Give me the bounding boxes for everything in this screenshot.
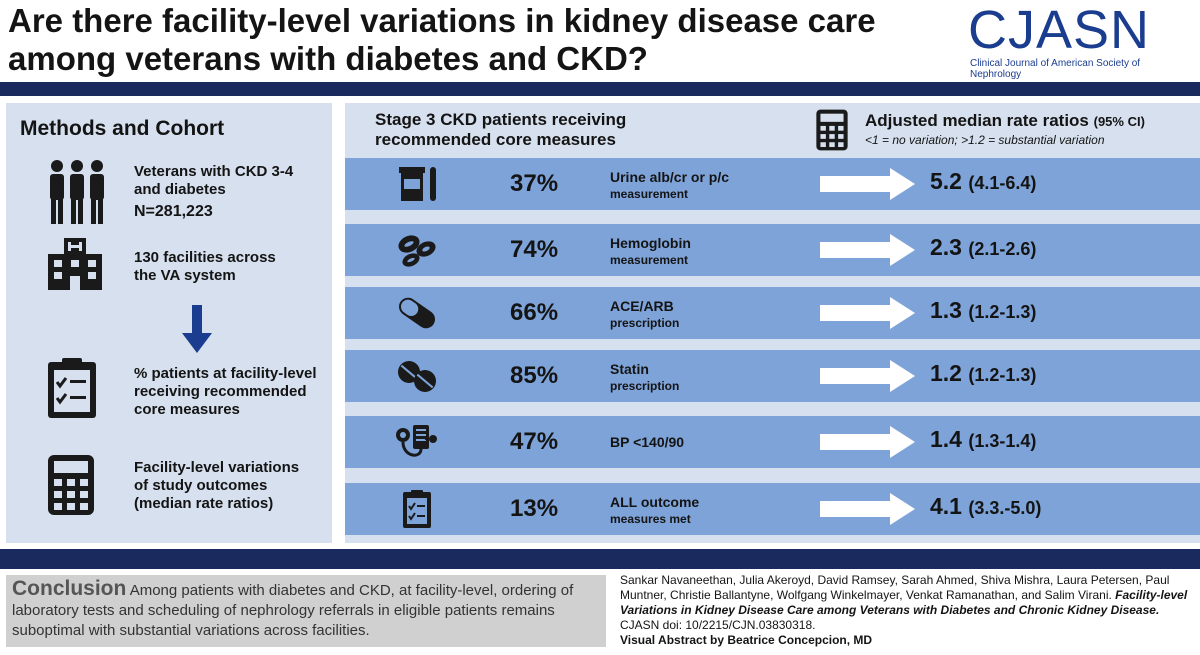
cjasn-logo: CJASN Clinical Journal of American Socie…	[968, 2, 1193, 80]
header: Are there facility-level variations in k…	[0, 0, 1200, 82]
result-row-urine: 37% Urine alb/cr or p/c measurement 5.2 …	[345, 158, 1200, 210]
measure-label: Hemoglobin measurement	[610, 235, 691, 267]
calculator-icon	[816, 109, 848, 151]
measure-label: ACE/ARB prescription	[610, 298, 680, 330]
rate-ratio: 1.3 (1.2-1.3)	[930, 297, 1037, 323]
methods-item-veterans: Veterans with CKD 3-4 and diabetes N=281…	[134, 163, 294, 220]
pills-icon	[398, 361, 436, 392]
methods-item-core-measures: % patients at facility-level receiving r…	[134, 365, 317, 418]
conclusion-text: Among patients with diabetes and CKD, at…	[12, 582, 574, 639]
logo-subtitle: Clinical Journal of American Society of …	[970, 58, 1141, 80]
percent-value: 74%	[510, 236, 559, 263]
result-row-ace-arb: 66% ACE/ARB prescription 1.3 (1.2-1.3)	[345, 287, 1200, 339]
urine-cup-icon	[399, 167, 436, 201]
citation-title: Facility-level Variations in Kidney Dise…	[620, 588, 1188, 617]
clipboard-icon	[48, 358, 96, 418]
results-right-header: Adjusted median rate ratios (95% CI) <1 …	[865, 111, 1145, 147]
rate-ratio: 5.2 (4.1-6.4)	[930, 168, 1037, 194]
conclusion-label: Conclusion	[12, 577, 127, 600]
right-arrow-icon	[820, 360, 915, 392]
result-row-statin: 85% Statin prescription 1.2 (1.2-1.3)	[345, 350, 1200, 402]
results-left-header: Stage 3 CKD patients receiving recommend…	[375, 110, 627, 149]
result-row-all: 13% ALL outcome measures met 4.1 (3.3.-5…	[345, 483, 1200, 535]
right-arrow-icon	[820, 297, 915, 329]
citation-authors: Sankar Navaneethan, Julia Akeroyd, David…	[620, 573, 1170, 602]
calculator-icon	[48, 455, 94, 515]
methods-title: Methods and Cohort	[20, 117, 225, 140]
measure-label: ALL outcome measures met	[610, 494, 700, 526]
people-icon	[50, 160, 104, 224]
measure-label: Statin prescription	[610, 361, 680, 393]
blood-cells-icon	[398, 235, 436, 267]
percent-value: 47%	[510, 428, 559, 455]
right-arrow-icon	[820, 426, 915, 458]
measure-label: BP <140/90	[610, 434, 685, 450]
citation-byline: Visual Abstract by Beatrice Concepcion, …	[620, 633, 873, 647]
rate-ratio: 2.3 (2.1-2.6)	[930, 234, 1037, 260]
down-arrow-icon	[182, 305, 212, 353]
percent-value: 85%	[510, 362, 559, 389]
bottom-divider-bar	[0, 549, 1200, 569]
conclusion-box: Conclusion Among patients with diabetes …	[6, 575, 606, 647]
rate-ratio: 1.2 (1.2-1.3)	[930, 360, 1037, 386]
capsule-icon	[398, 297, 436, 329]
checklist-icon	[403, 490, 431, 528]
logo-word: CJASN	[968, 0, 1151, 60]
page-title: Are there facility-level variations in k…	[8, 2, 876, 77]
hospital-icon	[48, 238, 102, 290]
percent-value: 13%	[510, 495, 559, 522]
rate-ratio: 4.1 (3.3.-5.0)	[930, 493, 1042, 519]
result-row-bp: 47% BP <140/90 1.4 (1.3-1.4)	[345, 416, 1200, 468]
result-row-hemoglobin: 74% Hemoglobin measurement 2.3 (2.1-2.6)	[345, 224, 1200, 276]
right-arrow-icon	[820, 234, 915, 266]
blood-pressure-icon	[396, 425, 437, 457]
methods-panel: Methods and Cohort Veterans with CKD 3-4…	[6, 103, 332, 543]
methods-item-variations: Facility-level variations of study outco…	[134, 459, 300, 512]
percent-value: 37%	[510, 170, 559, 197]
citation: Sankar Navaneethan, Julia Akeroyd, David…	[620, 573, 1195, 648]
citation-doi: CJASN doi: 10/2215/CJN.03830318.	[620, 618, 816, 632]
right-arrow-icon	[820, 493, 915, 525]
methods-item-facilities: 130 facilities across the VA system	[134, 249, 276, 284]
percent-value: 66%	[510, 299, 559, 326]
top-divider-bar	[0, 82, 1200, 96]
right-arrow-icon	[820, 168, 915, 200]
rate-ratio: 1.4 (1.3-1.4)	[930, 426, 1037, 452]
measure-label: Urine alb/cr or p/c measurement	[610, 169, 730, 201]
results-panel: Stage 3 CKD patients receiving recommend…	[345, 103, 1200, 543]
